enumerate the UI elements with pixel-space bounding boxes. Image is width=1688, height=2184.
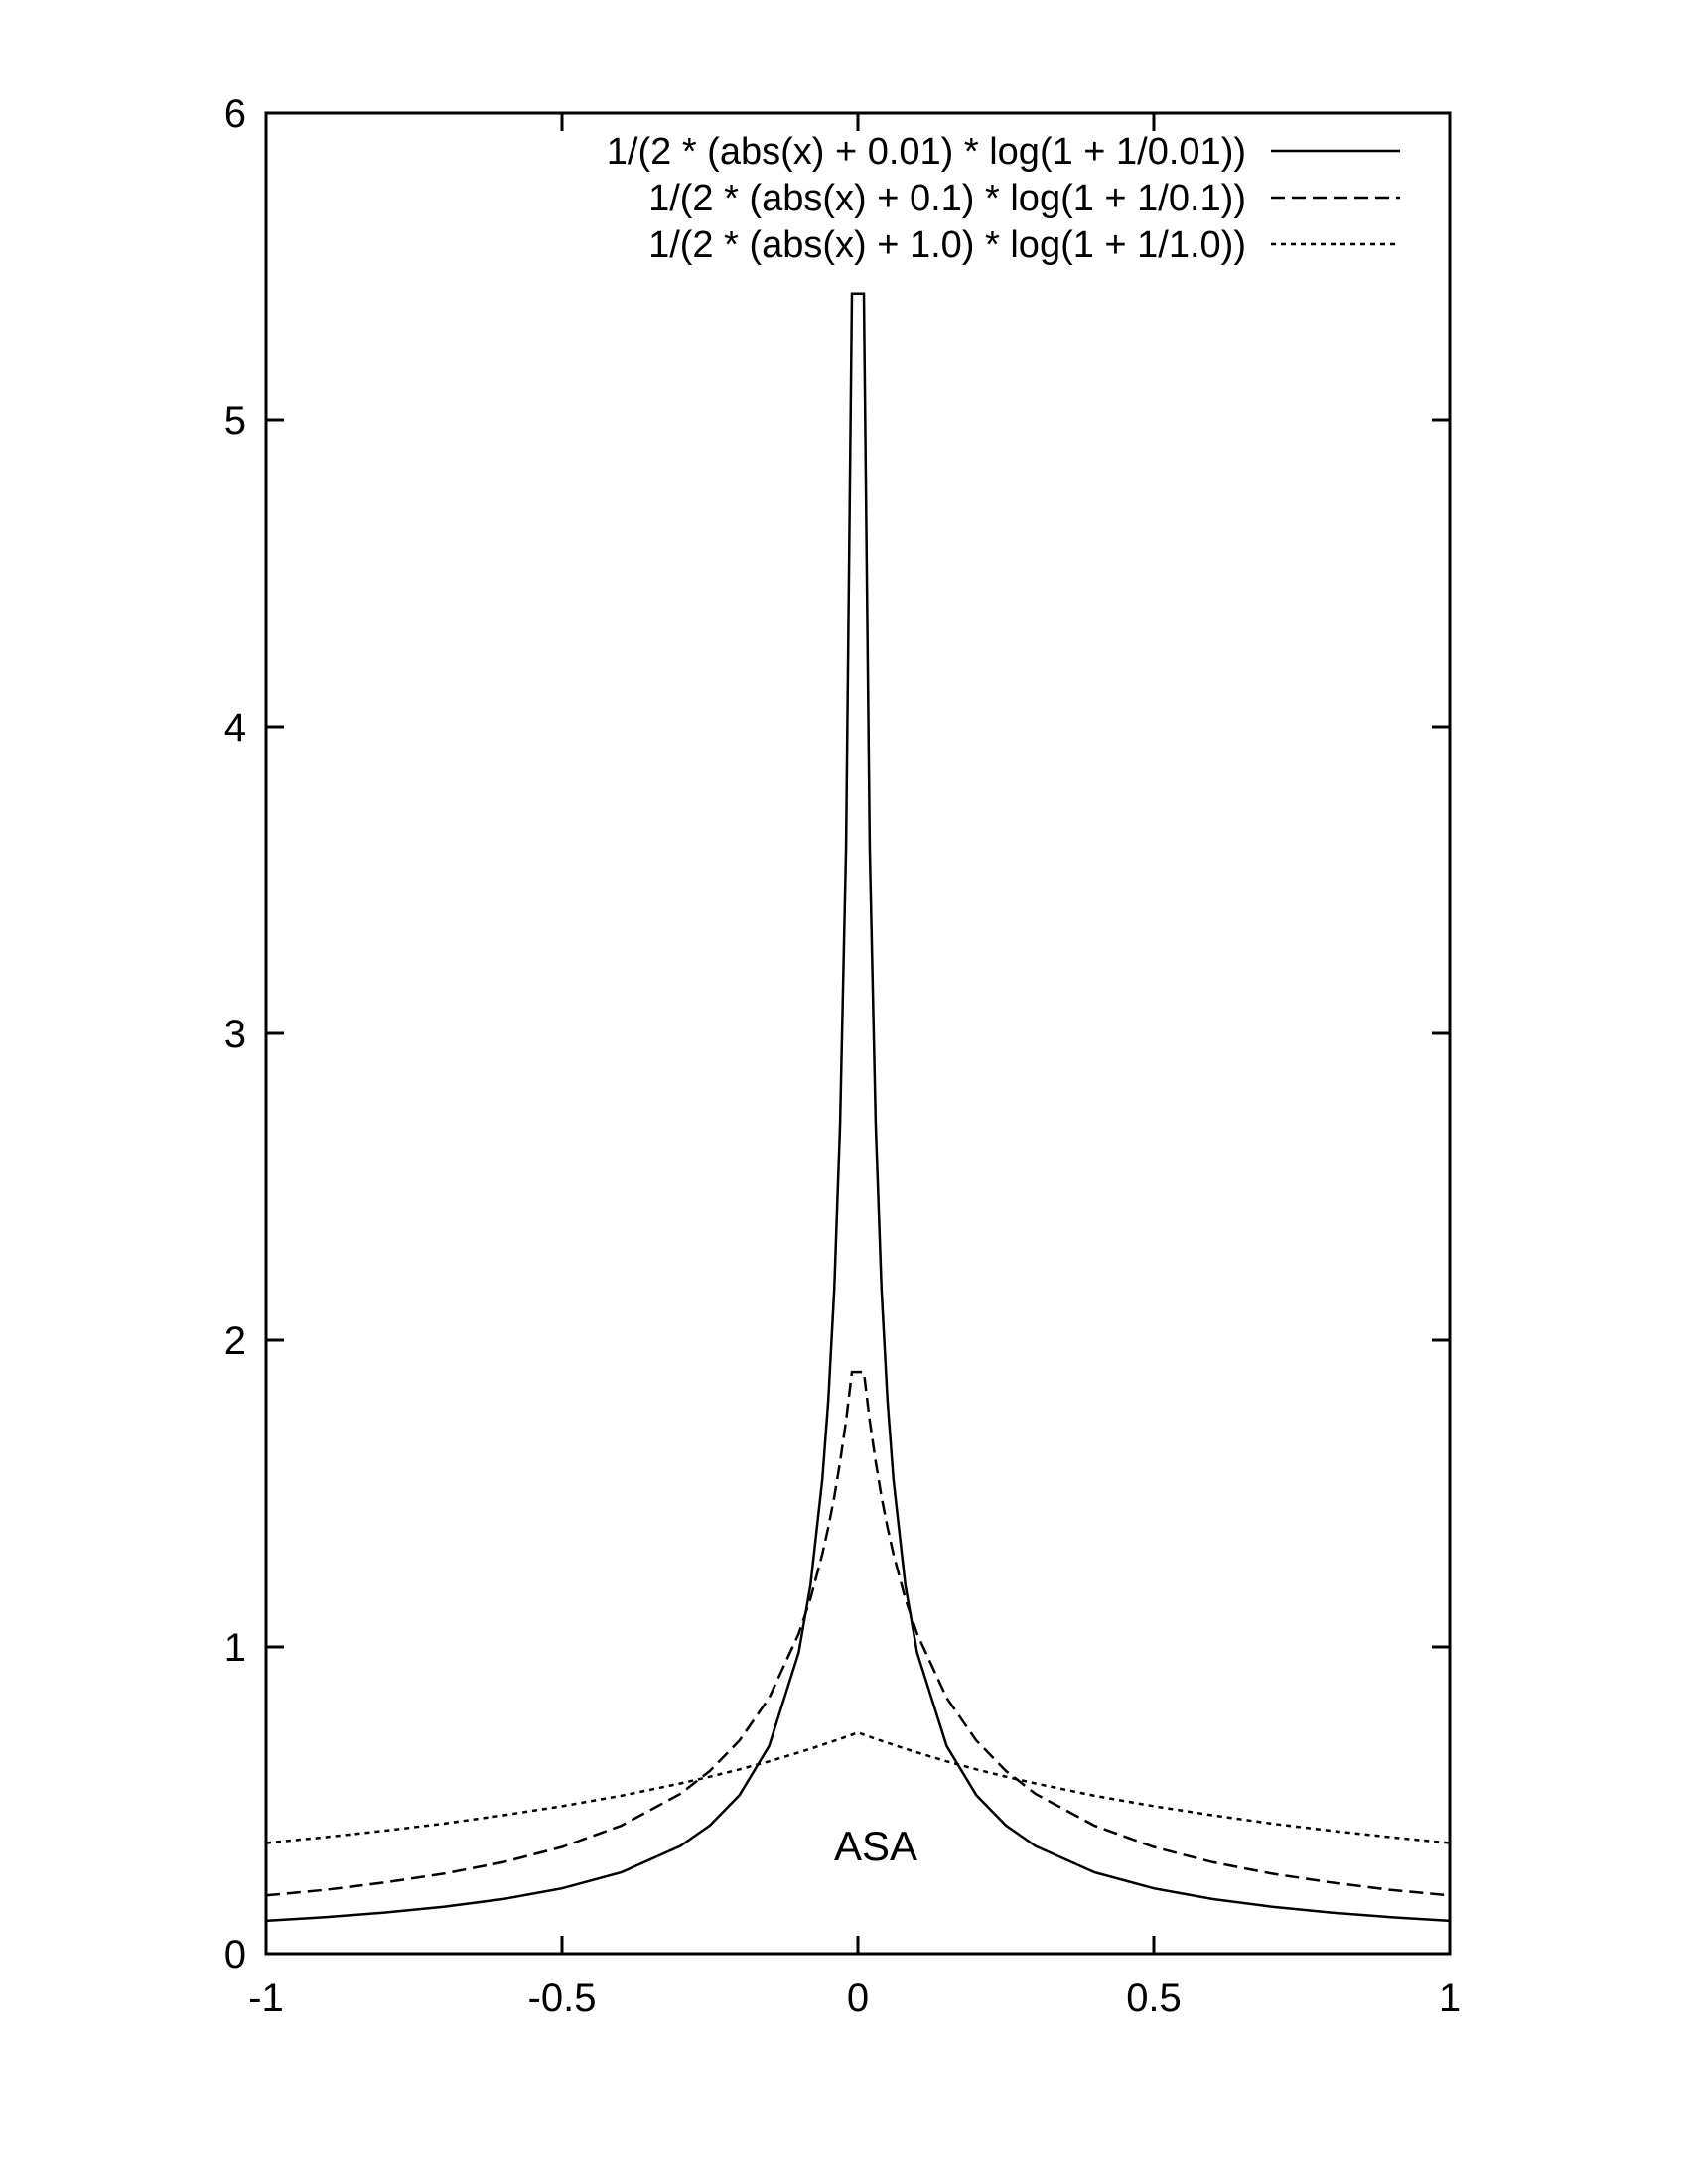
series-line-0 <box>265 292 1451 1923</box>
x-tick-label: 0 <box>847 1977 869 2020</box>
y-tick-label: 6 <box>224 92 246 136</box>
x-axis-ticks: -1 -0.5 0 0.5 1 <box>248 113 1461 2020</box>
y-tick-label: 3 <box>224 1013 246 1056</box>
legend-entry-label: 1/(2 * (abs(x) + 0.1) * log(1 + 1/0.1)) <box>648 178 1246 219</box>
x-tick-label: -0.5 <box>528 1977 597 2020</box>
legend-entry-label: 1/(2 * (abs(x) + 1.0) * log(1 + 1/1.0)) <box>648 224 1246 266</box>
legend-entry-label: 1/(2 * (abs(x) + 0.01) * log(1 + 1/0.01)… <box>607 131 1246 173</box>
y-tick-label: 1 <box>224 1626 246 1670</box>
y-tick-label: 0 <box>224 1933 246 1977</box>
annotation-label: ASA <box>834 1823 917 1869</box>
series-lines <box>265 292 1451 1923</box>
y-tick-label: 4 <box>224 706 246 750</box>
y-axis-ticks: 0 1 2 3 4 5 6 <box>224 92 1450 1977</box>
legend: 1/(2 * (abs(x) + 0.01) * log(1 + 1/0.01)… <box>607 131 1400 266</box>
series-line-2 <box>265 1730 1451 1844</box>
series-line-1 <box>265 1370 1451 1897</box>
x-tick-label: 1 <box>1439 1977 1461 2020</box>
y-tick-label: 2 <box>224 1319 246 1363</box>
x-tick-label: -1 <box>248 1977 284 2020</box>
plot-frame <box>264 111 1452 1956</box>
y-tick-label: 5 <box>224 399 246 443</box>
x-tick-label: 0.5 <box>1126 1977 1182 2020</box>
